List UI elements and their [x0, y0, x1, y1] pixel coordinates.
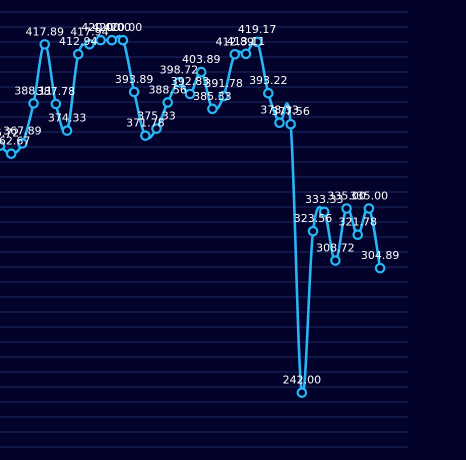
data-point [128, 86, 140, 98]
data-point [363, 203, 375, 214]
data-point [274, 117, 285, 129]
data-point [229, 48, 241, 60]
data-point [61, 125, 73, 136]
data-point [140, 130, 151, 141]
data-point [173, 77, 185, 88]
data-point [296, 387, 308, 398]
data-point [17, 138, 28, 149]
data-label: 388.56 [148, 83, 187, 96]
data-point [352, 229, 364, 240]
data-label: 375.33 [137, 110, 176, 123]
data-point [195, 66, 207, 78]
data-label: 398.72 [160, 63, 199, 76]
data-label: 403.89 [182, 53, 221, 66]
data-point [84, 38, 95, 50]
data-label: 417.94 [70, 25, 109, 38]
gridlines [0, 11, 408, 448]
data-point [72, 48, 84, 60]
data-label: 412.94 [59, 35, 98, 48]
data-label: 391.78 [204, 77, 243, 90]
data-label: 420.00 [81, 21, 120, 34]
data-label: 366.72 [0, 127, 19, 140]
data-label: 308.72 [316, 242, 355, 255]
data-point [207, 103, 218, 115]
data-point [162, 97, 173, 108]
data-label: 374.33 [48, 112, 87, 125]
data-label: 323.56 [294, 212, 333, 225]
data-label: 367.89 [3, 124, 42, 137]
data-label: 420.00 [93, 21, 132, 34]
data-point [95, 34, 106, 46]
data-label: 385.33 [193, 90, 232, 103]
data-point [0, 140, 6, 152]
data-point [28, 98, 39, 109]
data-label: 333.33 [305, 193, 344, 206]
data-point [184, 88, 196, 100]
data-label: 412.89 [216, 35, 255, 48]
data-label: 304.89 [361, 249, 400, 262]
data-point [374, 262, 386, 274]
data-label: 420.00 [104, 21, 143, 34]
data-point [117, 34, 129, 46]
data-label: 377.56 [271, 105, 310, 118]
data-point [318, 206, 330, 218]
data-point [251, 36, 263, 48]
data-label: 362.67 [0, 135, 30, 148]
data-label: 413.11 [227, 35, 266, 48]
data-point [39, 39, 51, 50]
data-point [263, 87, 274, 99]
data-label: 387.78 [37, 85, 76, 98]
data-label: 335.00 [350, 190, 389, 203]
data-point [106, 34, 118, 46]
data-points [0, 34, 386, 398]
data-point [5, 148, 17, 160]
data-point [151, 123, 162, 134]
data-label: 417.89 [25, 25, 64, 38]
data-label: 335.00 [327, 190, 366, 203]
data-point [285, 118, 296, 130]
data-label: 419.17 [238, 23, 277, 36]
data-point [330, 255, 341, 266]
data-point [341, 203, 352, 214]
data-label: 371.78 [126, 117, 165, 130]
data-label: 378.33 [260, 104, 299, 117]
data-point [218, 90, 229, 102]
data-label: 393.22 [249, 74, 288, 87]
data-point [50, 98, 62, 110]
data-label: 388.11 [14, 84, 53, 97]
data-label: 321.78 [339, 216, 378, 229]
data-label: 242.00 [283, 374, 322, 387]
data-point [307, 225, 319, 237]
data-label: 392.83 [171, 75, 210, 88]
data-label: 393.89 [115, 73, 154, 86]
data-point [240, 48, 252, 60]
